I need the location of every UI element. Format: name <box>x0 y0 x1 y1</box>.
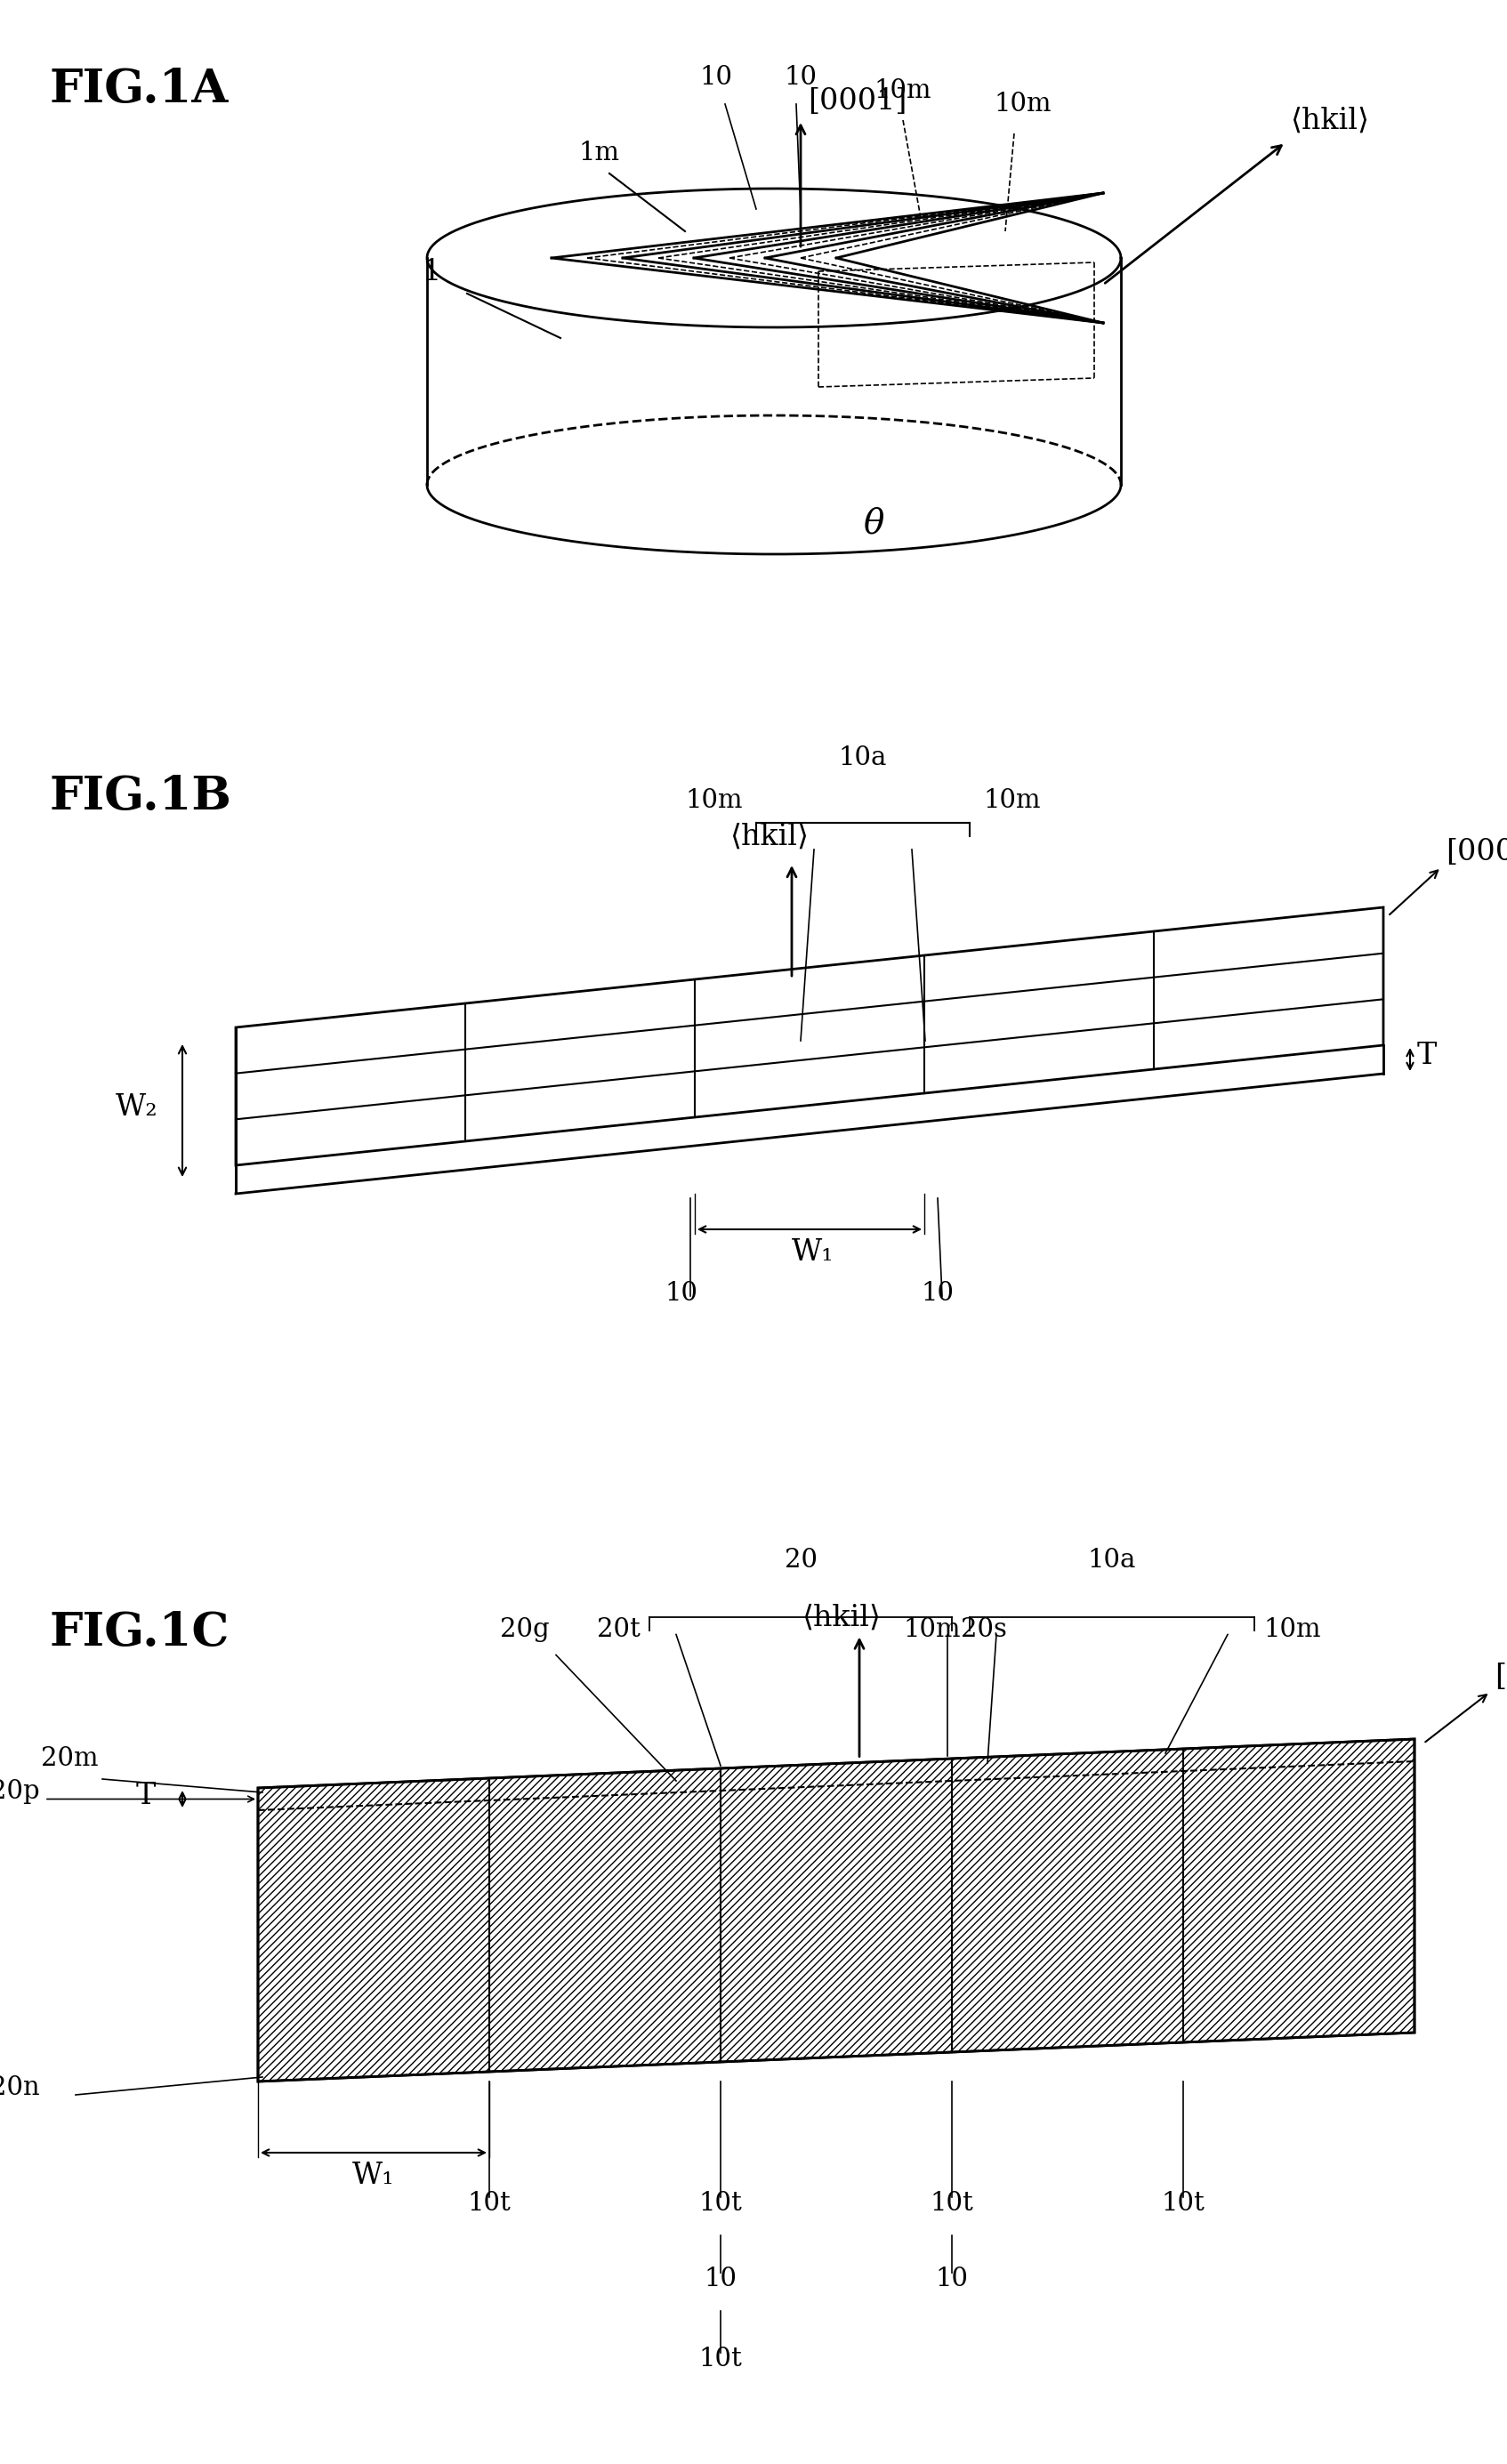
Text: W₁: W₁ <box>353 2161 395 2190</box>
Text: FIG.1B: FIG.1B <box>48 774 231 818</box>
Text: 10m: 10m <box>874 79 931 103</box>
Text: 1m: 1m <box>579 140 619 165</box>
Polygon shape <box>235 907 1383 1165</box>
Text: 10t: 10t <box>930 2190 974 2215</box>
Text: W₂: W₂ <box>116 1094 158 1121</box>
Polygon shape <box>258 1740 1415 2082</box>
Text: T: T <box>136 1781 155 1809</box>
Text: ⟨hkil⟩: ⟨hkil⟩ <box>802 1604 880 1631</box>
Text: 10: 10 <box>921 1281 954 1306</box>
Text: 20m: 20m <box>41 1747 98 1772</box>
Text: [0001]: [0001] <box>1495 1663 1507 1690</box>
Text: 10m: 10m <box>903 1616 961 1643</box>
Text: ⟨hkil⟩: ⟨hkil⟩ <box>1290 106 1370 136</box>
Text: 20: 20 <box>784 1547 817 1572</box>
Text: 1: 1 <box>422 259 442 286</box>
Text: [0001]: [0001] <box>1445 838 1507 867</box>
Text: 10a: 10a <box>839 747 888 771</box>
Text: 10: 10 <box>936 2267 969 2292</box>
Text: 20n: 20n <box>0 2075 41 2099</box>
Text: 10t: 10t <box>1162 2190 1206 2215</box>
Text: θ: θ <box>864 508 883 540</box>
Text: 10m: 10m <box>983 788 1040 813</box>
Text: 10t: 10t <box>467 2190 511 2215</box>
Text: 20p: 20p <box>0 1779 41 1804</box>
Text: T: T <box>1417 1042 1438 1069</box>
Text: [0001]: [0001] <box>808 86 907 116</box>
Text: FIG.1A: FIG.1A <box>48 67 228 111</box>
Text: 10m: 10m <box>995 91 1052 116</box>
Text: 20g: 20g <box>500 1616 550 1643</box>
Text: 10: 10 <box>699 64 732 89</box>
Text: 10m: 10m <box>686 788 743 813</box>
Text: 20s: 20s <box>961 1616 1007 1643</box>
Text: 10t: 10t <box>699 2190 743 2215</box>
Text: 20t: 20t <box>597 1616 640 1643</box>
Text: 10: 10 <box>704 2267 737 2292</box>
Text: 10: 10 <box>784 64 817 89</box>
Text: 10: 10 <box>665 1281 698 1306</box>
Text: ⟨hkil⟩: ⟨hkil⟩ <box>729 823 809 850</box>
Text: W₁: W₁ <box>791 1239 833 1266</box>
Text: 10a: 10a <box>1088 1547 1136 1572</box>
Text: FIG.1C: FIG.1C <box>48 1609 229 1656</box>
Text: 10m: 10m <box>1263 1616 1320 1643</box>
Text: 10t: 10t <box>699 2346 743 2370</box>
